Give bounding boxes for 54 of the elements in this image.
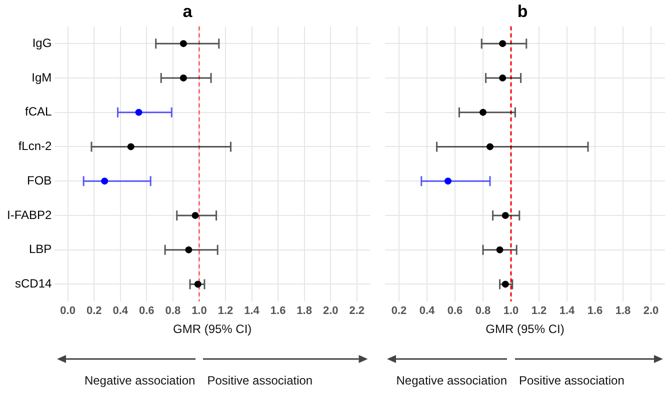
chart-title: b [517, 2, 528, 21]
x-tick-label: 0.4 [419, 305, 436, 318]
text: Negative association [396, 373, 507, 388]
x-tick-label: 0.2 [86, 305, 102, 318]
point [499, 74, 506, 82]
x-tick-label: 0.0 [60, 305, 76, 318]
point [496, 246, 504, 254]
point [185, 246, 192, 254]
x-tick-label: 0.6 [447, 305, 463, 318]
y-tick-label: fCAL [24, 104, 52, 119]
x-tick-label: 2.0 [643, 305, 659, 318]
y-tick-label: LBP [28, 242, 52, 256]
x-tick-label: 2.2 [349, 305, 365, 318]
point [180, 74, 187, 82]
x-axis-title: GMR (95% CI) [173, 322, 252, 336]
x-tick-label: 1.2 [218, 305, 234, 318]
point [192, 212, 199, 219]
x-tick-label: 1.8 [615, 305, 631, 318]
y-tick-label: FOB [27, 173, 52, 188]
x-tick-label: 1.0 [192, 305, 207, 318]
point [444, 178, 452, 185]
x-tick-label: 1.6 [270, 305, 286, 318]
x-tick-label: 1.0 [503, 305, 519, 318]
point [480, 108, 486, 116]
point [502, 280, 509, 288]
y-tick-label: fLcn-2 [18, 139, 52, 154]
x-tick-label: 0.2 [391, 305, 407, 318]
x-tick-label: 0.8 [165, 305, 181, 318]
chart-title: a [182, 2, 193, 21]
x-tick-label: 1.6 [587, 305, 603, 318]
text: Positive association [207, 373, 313, 388]
x-axis-title: GMR (95% CI) [486, 322, 564, 336]
point [180, 40, 187, 48]
x-tick-label: 1.8 [296, 305, 312, 318]
point [194, 280, 202, 288]
x-tick-label: 1.4 [559, 305, 576, 318]
point [127, 143, 134, 150]
x-tick-label: 1.2 [531, 305, 547, 318]
x-tick-label: 1.4 [244, 305, 260, 318]
x-tick-label: 0.4 [112, 305, 129, 318]
x-tick-label: 2.0 [322, 305, 338, 318]
text: Negative association [84, 373, 196, 388]
point [499, 40, 506, 48]
y-tick-label: sCD14 [14, 276, 52, 291]
point [101, 178, 108, 185]
y-tick-label: I-FABP2 [6, 208, 52, 222]
x-tick-label: 0.8 [475, 305, 491, 318]
text: Positive association [519, 373, 624, 388]
y-tick-label: IgM [32, 70, 52, 84]
x-tick-label: 0.6 [139, 305, 154, 318]
y-tick-label: IgG [32, 36, 52, 50]
point [486, 143, 494, 150]
point [502, 212, 509, 219]
point [135, 108, 142, 116]
